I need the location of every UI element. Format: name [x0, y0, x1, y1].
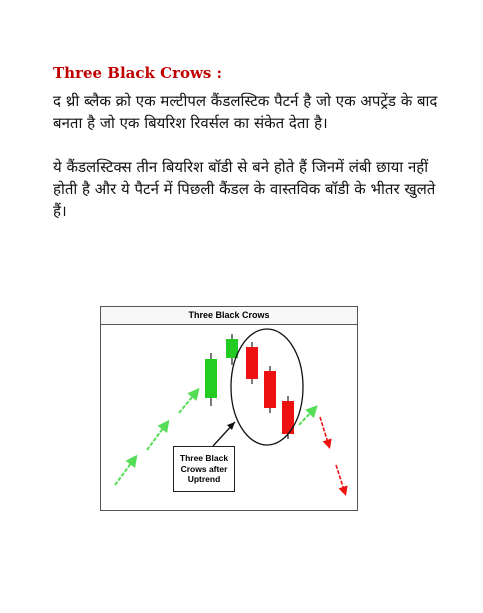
bearish-candle-body: [246, 347, 258, 379]
heading: Three Black Crows :: [53, 64, 223, 82]
figure-title: Three Black Crows: [101, 307, 357, 325]
uptrend-arrow: [298, 405, 318, 426]
bearish-candle-body: [282, 401, 294, 434]
downtrend-arrows: [319, 416, 348, 497]
callout-label: Three Black Crows after Uptrend: [179, 453, 229, 485]
downtrend-arrow: [335, 464, 348, 497]
callout-box: Three Black Crows after Uptrend: [173, 446, 235, 492]
callout-pointer-head: [227, 422, 235, 430]
paragraph-intro: द थ्री ब्लैक क्रो एक मल्टीपल कैंडलस्टिक …: [53, 92, 438, 132]
candlestick-diagram: [114, 328, 348, 497]
bearish-candle-body: [264, 371, 276, 408]
downtrend-arrow: [319, 416, 332, 450]
bullish-candles: [205, 334, 238, 406]
uptrend-arrow: [178, 387, 200, 414]
uptrend-arrow: [114, 454, 138, 486]
three-black-crows-figure: Three Black Crows: [100, 306, 358, 511]
uptrend-arrows: [114, 387, 318, 486]
paragraph-detail: ये कैंडलस्टिक्स तीन बियरिश बॉडी से बने ह…: [53, 158, 436, 220]
uptrend-arrow: [146, 419, 170, 451]
bullish-candle-body: [205, 359, 217, 398]
bearish-candles: [246, 342, 294, 439]
pattern-highlight-ellipse: [230, 328, 304, 446]
bullish-candle-body: [226, 339, 238, 358]
